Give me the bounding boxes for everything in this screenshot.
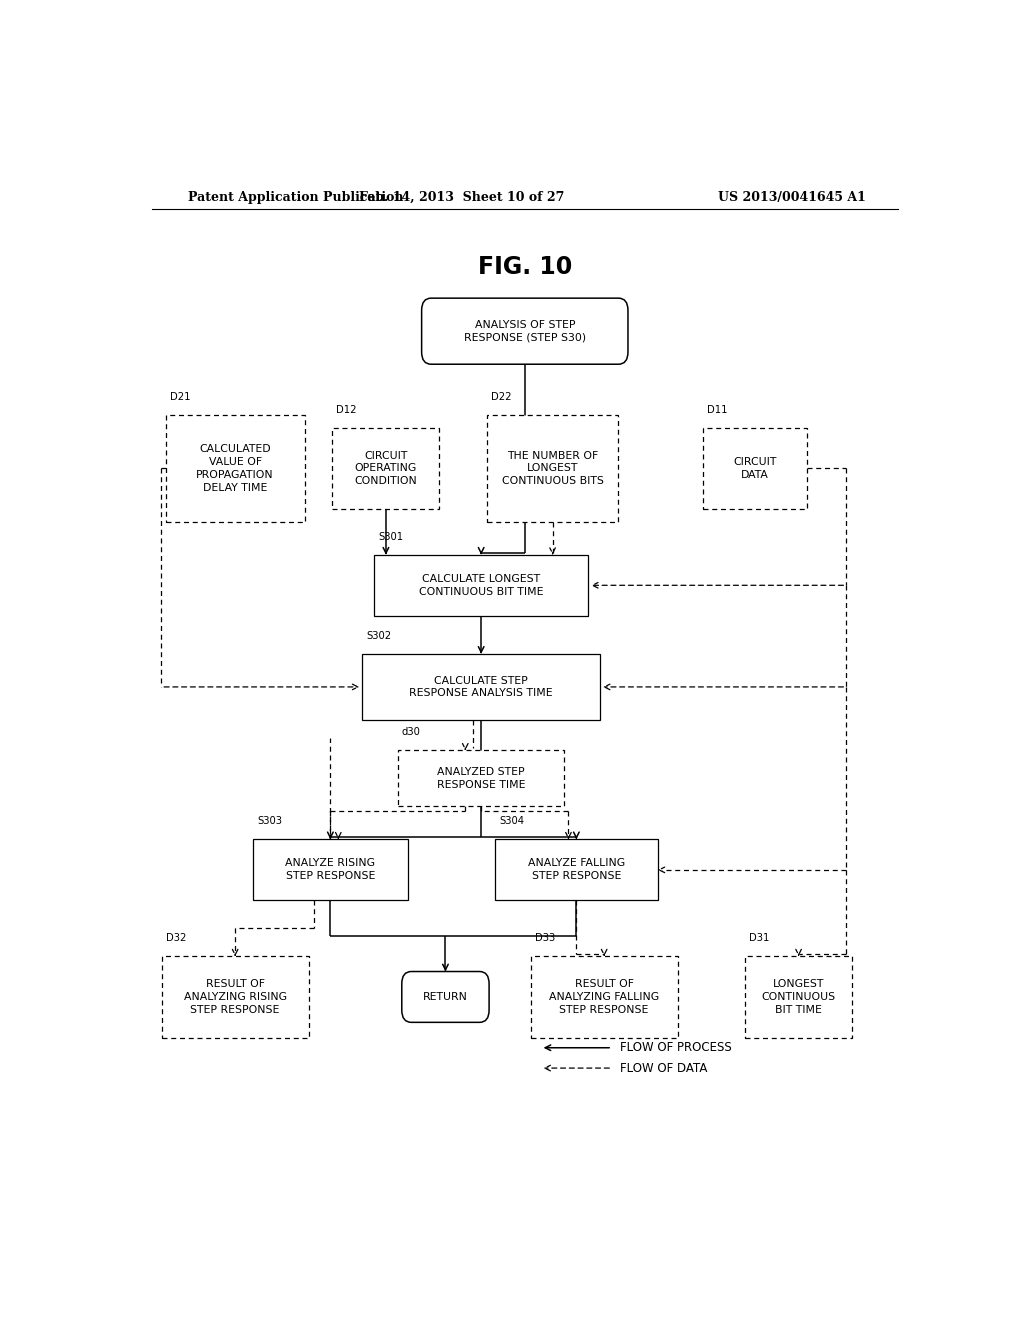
Text: RESULT OF
ANALYZING RISING
STEP RESPONSE: RESULT OF ANALYZING RISING STEP RESPONSE xyxy=(183,979,287,1015)
Text: CIRCUIT
OPERATING
CONDITION: CIRCUIT OPERATING CONDITION xyxy=(354,450,418,486)
Text: LONGEST
CONTINUOUS
BIT TIME: LONGEST CONTINUOUS BIT TIME xyxy=(762,979,836,1015)
Text: D22: D22 xyxy=(492,392,512,401)
Bar xyxy=(745,956,852,1038)
Text: S303: S303 xyxy=(257,816,282,826)
Text: THE NUMBER OF
LONGEST
CONTINUOUS BITS: THE NUMBER OF LONGEST CONTINUOUS BITS xyxy=(502,450,603,486)
FancyBboxPatch shape xyxy=(422,298,628,364)
Text: ANALYZE RISING
STEP RESPONSE: ANALYZE RISING STEP RESPONSE xyxy=(286,858,376,882)
Text: CALCULATE STEP
RESPONSE ANALYSIS TIME: CALCULATE STEP RESPONSE ANALYSIS TIME xyxy=(410,676,553,698)
Text: D31: D31 xyxy=(749,933,769,942)
Text: ANALYZE FALLING
STEP RESPONSE: ANALYZE FALLING STEP RESPONSE xyxy=(527,858,625,882)
Text: RETURN: RETURN xyxy=(423,991,468,1002)
Text: S304: S304 xyxy=(499,816,524,826)
Bar xyxy=(253,840,408,900)
Text: FLOW OF PROCESS: FLOW OF PROCESS xyxy=(620,1041,732,1055)
Bar xyxy=(703,428,807,510)
Text: S302: S302 xyxy=(367,631,391,640)
Text: ANALYZED STEP
RESPONSE TIME: ANALYZED STEP RESPONSE TIME xyxy=(437,767,525,789)
Bar xyxy=(487,414,618,521)
Text: D21: D21 xyxy=(170,392,190,401)
Bar xyxy=(397,751,564,807)
Bar xyxy=(495,840,657,900)
Text: d30: d30 xyxy=(401,727,421,738)
Text: Patent Application Publication: Patent Application Publication xyxy=(187,190,403,203)
Bar xyxy=(166,414,304,521)
Text: RESULT OF
ANALYZING FALLING
STEP RESPONSE: RESULT OF ANALYZING FALLING STEP RESPONS… xyxy=(549,979,659,1015)
Text: CALCULATED
VALUE OF
PROPAGATION
DELAY TIME: CALCULATED VALUE OF PROPAGATION DELAY TI… xyxy=(197,445,274,492)
Text: D11: D11 xyxy=(708,404,728,414)
Text: FIG. 10: FIG. 10 xyxy=(477,255,572,279)
Bar xyxy=(333,428,439,510)
Bar xyxy=(162,956,308,1038)
Bar xyxy=(530,956,678,1038)
FancyBboxPatch shape xyxy=(401,972,489,1022)
Text: D33: D33 xyxy=(535,933,555,942)
Text: D12: D12 xyxy=(336,404,356,414)
Text: S301: S301 xyxy=(378,532,403,541)
Text: Feb. 14, 2013  Sheet 10 of 27: Feb. 14, 2013 Sheet 10 of 27 xyxy=(358,190,564,203)
Bar xyxy=(374,554,588,616)
Text: CIRCUIT
DATA: CIRCUIT DATA xyxy=(733,457,776,479)
Bar xyxy=(362,653,600,719)
Text: ANALYSIS OF STEP
RESPONSE (STEP S30): ANALYSIS OF STEP RESPONSE (STEP S30) xyxy=(464,319,586,343)
Text: D32: D32 xyxy=(166,933,186,942)
Text: FLOW OF DATA: FLOW OF DATA xyxy=(620,1061,708,1074)
Text: US 2013/0041645 A1: US 2013/0041645 A1 xyxy=(718,190,866,203)
Text: CALCULATE LONGEST
CONTINUOUS BIT TIME: CALCULATE LONGEST CONTINUOUS BIT TIME xyxy=(419,574,544,597)
